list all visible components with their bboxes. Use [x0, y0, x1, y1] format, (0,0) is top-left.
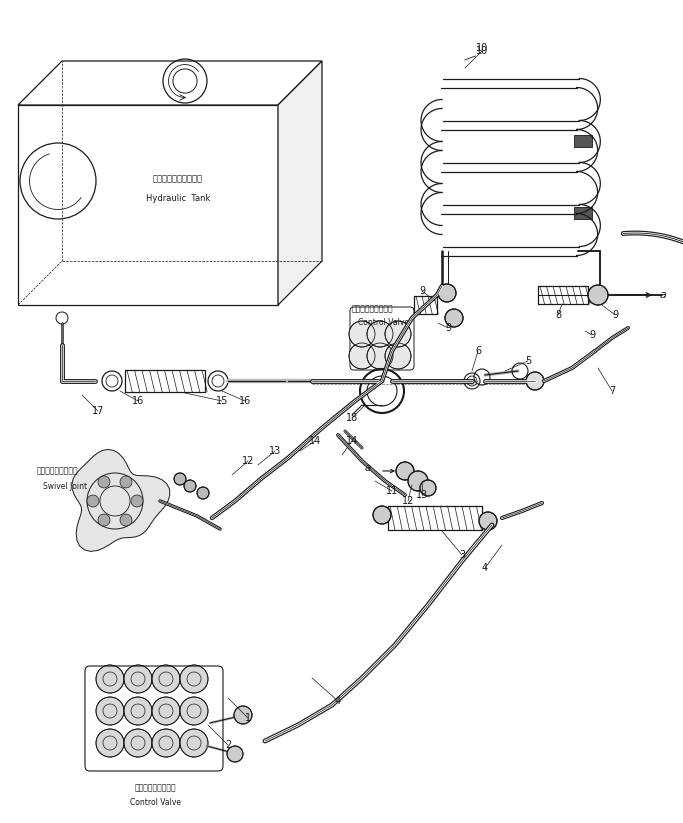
Circle shape: [349, 321, 375, 347]
Circle shape: [120, 514, 132, 526]
Circle shape: [180, 665, 208, 693]
Text: 9: 9: [419, 286, 425, 296]
Circle shape: [124, 729, 152, 757]
Circle shape: [180, 697, 208, 725]
Circle shape: [420, 480, 436, 496]
Polygon shape: [278, 61, 322, 305]
Text: スイベルジョイント: スイベルジョイント: [37, 466, 79, 475]
Circle shape: [184, 480, 196, 492]
Circle shape: [96, 665, 124, 693]
Text: a: a: [365, 463, 371, 473]
Text: a: a: [660, 290, 667, 300]
Text: 8: 8: [555, 310, 561, 320]
Text: Control Valve: Control Valve: [358, 318, 409, 327]
Circle shape: [438, 284, 456, 302]
Text: 3: 3: [459, 550, 465, 560]
Text: Swivel Joint: Swivel Joint: [43, 482, 87, 491]
Bar: [574, 207, 592, 219]
Circle shape: [96, 697, 124, 725]
Text: 10: 10: [476, 46, 488, 56]
Circle shape: [367, 343, 393, 369]
Circle shape: [396, 462, 414, 480]
Text: 11: 11: [386, 486, 398, 496]
Circle shape: [367, 321, 393, 347]
Text: 10: 10: [476, 43, 488, 53]
Circle shape: [373, 506, 391, 524]
Text: 12: 12: [242, 456, 254, 466]
Polygon shape: [18, 105, 278, 305]
Circle shape: [234, 706, 252, 724]
Circle shape: [152, 729, 180, 757]
Circle shape: [124, 665, 152, 693]
Text: コントロールバルブ: コントロールバルブ: [352, 304, 393, 313]
Circle shape: [588, 285, 608, 305]
Text: 16: 16: [239, 396, 251, 406]
Circle shape: [124, 697, 152, 725]
Text: 9: 9: [445, 323, 451, 333]
Circle shape: [152, 665, 180, 693]
Text: 13: 13: [269, 446, 281, 456]
Circle shape: [152, 697, 180, 725]
Text: 14: 14: [309, 436, 321, 446]
Text: 17: 17: [92, 406, 104, 416]
Text: 4: 4: [335, 696, 341, 706]
Text: 1: 1: [245, 713, 251, 723]
Text: Hydraulic  Tank: Hydraulic Tank: [145, 194, 210, 203]
Circle shape: [349, 343, 375, 369]
Text: 12: 12: [402, 496, 414, 506]
Text: 16: 16: [132, 396, 144, 406]
Text: 15: 15: [216, 396, 228, 406]
Circle shape: [385, 321, 411, 347]
Circle shape: [479, 512, 497, 530]
Text: 5: 5: [525, 356, 531, 366]
Text: 2: 2: [225, 740, 231, 750]
Polygon shape: [72, 449, 170, 551]
Circle shape: [120, 476, 132, 488]
Circle shape: [385, 343, 411, 369]
Text: 13: 13: [416, 490, 428, 500]
Circle shape: [131, 495, 143, 507]
Circle shape: [227, 746, 243, 762]
Text: Control Valve: Control Valve: [130, 798, 180, 807]
Circle shape: [180, 729, 208, 757]
Text: 9: 9: [589, 330, 595, 340]
Text: ハイドロリックタンク: ハイドロリックタンク: [153, 174, 203, 183]
Text: 6: 6: [475, 346, 481, 356]
Text: 18: 18: [346, 413, 358, 423]
Circle shape: [445, 309, 463, 327]
Circle shape: [87, 495, 99, 507]
Text: 14: 14: [346, 436, 358, 446]
Bar: [574, 135, 592, 147]
Circle shape: [408, 471, 428, 491]
Circle shape: [98, 514, 110, 526]
Text: 4: 4: [482, 563, 488, 573]
Circle shape: [197, 487, 209, 499]
Circle shape: [174, 473, 186, 485]
Text: 9: 9: [612, 310, 618, 320]
Polygon shape: [18, 61, 322, 105]
Text: 7: 7: [609, 386, 615, 396]
Text: コントロールバルブ: コントロールバルブ: [134, 783, 176, 792]
Circle shape: [526, 372, 544, 390]
Circle shape: [98, 476, 110, 488]
Circle shape: [96, 729, 124, 757]
